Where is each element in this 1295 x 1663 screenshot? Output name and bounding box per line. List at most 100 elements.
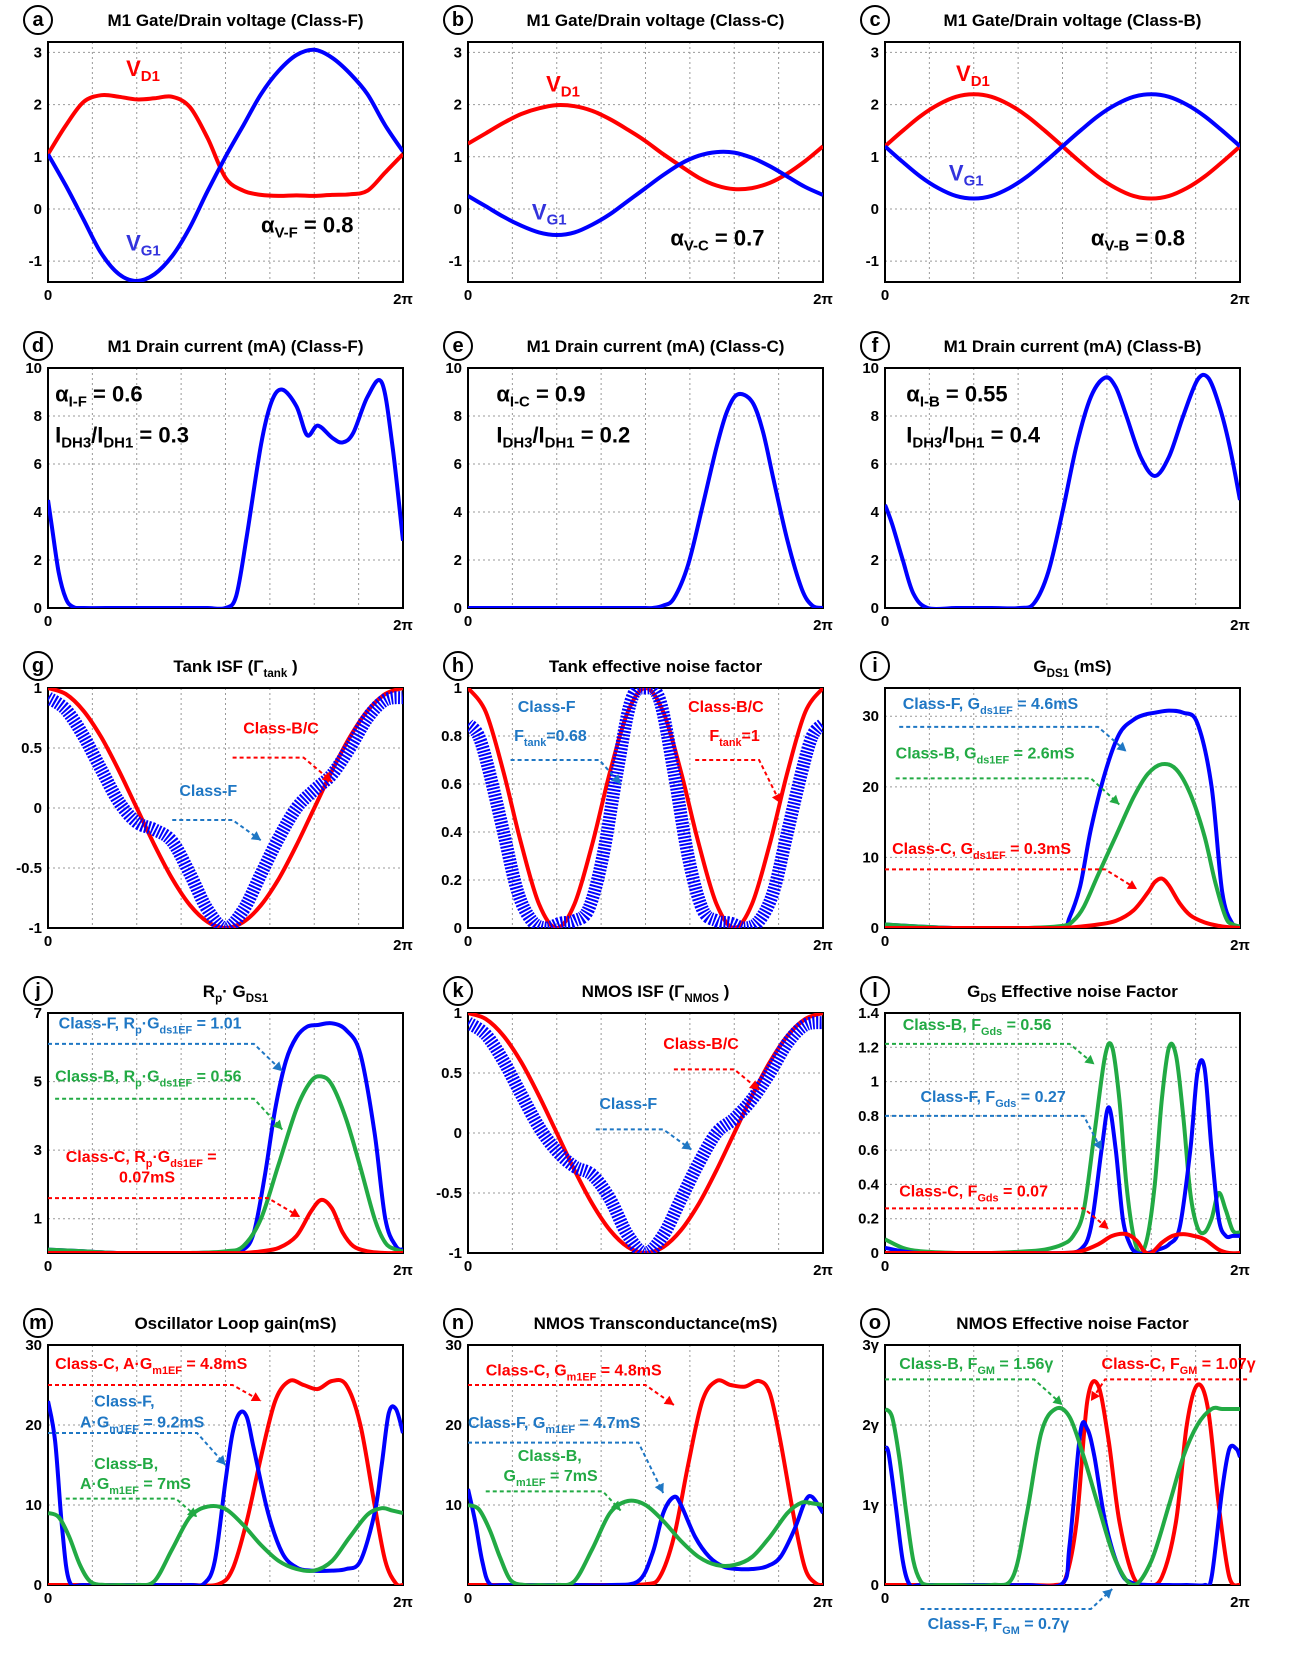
y-tick-label: 2 (454, 97, 462, 114)
annotation-label: IDH3/IDH1 = 0.2 (496, 422, 630, 451)
annotation-label: VD1 (546, 72, 580, 101)
y-tick-label: 3 (454, 44, 462, 61)
annotation-arrow (695, 759, 782, 804)
y-tick-label: 8 (454, 408, 462, 425)
annotation-label: Class-B/C (688, 699, 764, 716)
series-group (468, 103, 823, 237)
chart-title: Oscillator Loop gain(mS) (134, 1314, 336, 1333)
y-tick-label: 1 (34, 149, 42, 166)
y-tick-label: 0.2 (441, 872, 462, 889)
y-tick-label: 5 (34, 1074, 42, 1091)
annotation-arrow (595, 1128, 693, 1151)
annotation-label: Class-B/C (663, 1036, 739, 1053)
y-tick-label: 1 (871, 1074, 879, 1091)
chart-title: M1 Drain current (mA) (Class-C) (527, 337, 785, 356)
annotation-arrowhead (681, 1140, 692, 1150)
series-line-class-b-c (468, 688, 823, 928)
panel-o: o NMOS Effective noise Factor 0 1γ 2γ 3γ 0 2π Cl… (860, 1308, 1256, 1637)
annotation-arrowhead (215, 1454, 226, 1465)
x-tick-label: 2π (1230, 1262, 1250, 1279)
series-line-id1 (885, 372, 1240, 608)
annotation-label: VG1 (949, 160, 984, 189)
series-group (48, 1021, 403, 1253)
annotation-label: Class-F, (94, 1394, 154, 1411)
panel-j: j Rp· GDS1 1 3 5 7 0 2π Class-F, Rp·Gds1EF = 1.0… (23, 976, 413, 1279)
x-tick-label: 2π (1230, 291, 1250, 308)
panel-letter-circle (23, 5, 53, 35)
annotation-label: VG1 (126, 231, 161, 260)
x-tick-label: 2π (813, 617, 833, 634)
y-tick-label: 0 (454, 920, 462, 937)
x-tick-label: 2π (1230, 937, 1250, 954)
panel-letter: m (29, 1312, 47, 1334)
annotation-label: Class-C, Gm1EF = 4.8mS (486, 1362, 662, 1383)
annotation-label: VG1 (532, 199, 567, 228)
y-tick-label: 10 (862, 849, 879, 866)
panel-letter: b (452, 9, 464, 31)
series-line-class-f (48, 1021, 403, 1253)
series-line-id1 (468, 392, 823, 608)
annotation-label: αV-F = 0.8 (261, 212, 353, 241)
annotation-arrowhead (610, 773, 621, 784)
annotation-label: A·Gm1EF = 9.2mS (80, 1414, 205, 1435)
chart-title: M1 Gate/Drain voltage (Class-C) (527, 11, 785, 30)
panel-k: k NMOS ISF (ΓNMOS ) -1 -0.5 0 0.5 1 0 2π Class-B/… (436, 976, 833, 1279)
y-tick-label: 30 (862, 708, 879, 725)
annotation-arrowhead (1052, 1395, 1063, 1405)
annotation-arrow (48, 1197, 301, 1218)
y-tick-label: 20 (862, 779, 879, 796)
annotation-arrowhead (771, 792, 781, 804)
y-tick-label: 0.5 (441, 1065, 462, 1082)
annotation-arrow (48, 1042, 283, 1073)
panel-h: h Tank effective noise factor 0 0.2 0.4 0.6 0.… (441, 651, 833, 954)
y-tick-label: 0.4 (441, 824, 463, 841)
chart-title: GDS1 (mS) (1033, 657, 1111, 680)
panel-letter-circle (443, 5, 473, 35)
y-tick-label: -1 (29, 920, 42, 937)
annotation-arrow (48, 1384, 262, 1402)
x-tick-label: 2π (1230, 1594, 1250, 1611)
x-tick-label: 2π (813, 937, 833, 954)
annotation-label: Class-F, Gm1EF = 4.7mS (468, 1415, 641, 1436)
series-group (885, 92, 1240, 201)
y-tick-label: 7 (34, 1005, 42, 1022)
annotation-label: αV-B = 0.8 (1091, 225, 1185, 254)
annotation-label: 0.07mS (119, 1170, 175, 1187)
y-tick-label: 6 (454, 456, 462, 473)
x-tick-label: 0 (464, 287, 472, 304)
annotation-label: Class-C, A·Gm1EF = 4.8mS (55, 1356, 248, 1377)
annotation-label: Ftank=1 (709, 728, 760, 749)
chart-title: Tank effective noise factor (549, 657, 763, 676)
annotation-arrowhead (250, 1392, 261, 1401)
y-tick-label: 0.5 (21, 740, 42, 757)
x-tick-label: 0 (881, 933, 889, 950)
annotation-arrowhead (1109, 794, 1120, 805)
series-group (885, 1379, 1240, 1585)
y-tick-label: 4 (34, 504, 43, 521)
annotation-arrow (895, 777, 1120, 806)
panel-letter: i (872, 655, 878, 677)
y-tick-label: 0 (34, 1577, 42, 1594)
annotation-arrow (885, 1042, 1096, 1066)
y-tick-label: 1 (871, 149, 879, 166)
y-tick-label: 10 (25, 360, 42, 377)
y-tick-label: 30 (445, 1337, 462, 1354)
annotation-arrow (885, 868, 1138, 891)
annotation-arrowhead (1116, 741, 1127, 752)
annotation-label: Class-B, Rp·Gds1EF = 0.56 (55, 1069, 242, 1090)
annotation-arrowhead (663, 1395, 674, 1405)
series-line-class-b (885, 761, 1240, 928)
annotation-label: Class-C, Gds1EF = 0.3mS (892, 841, 1071, 862)
panel-letter: f (872, 335, 879, 357)
series-group (885, 1041, 1240, 1253)
plot-frame (47, 41, 404, 283)
annotation-arrow (48, 1432, 227, 1466)
y-tick-label: -0.5 (436, 1185, 462, 1202)
chart-title: Tank ISF (Γtank ) (173, 657, 297, 680)
panel-letter: k (452, 980, 464, 1002)
y-tick-label: 10 (445, 360, 462, 377)
panel-letter-circle (860, 976, 890, 1006)
x-tick-label: 0 (881, 1590, 889, 1607)
y-tick-label: 1 (34, 1211, 42, 1228)
series-line-vg1 (885, 92, 1240, 201)
